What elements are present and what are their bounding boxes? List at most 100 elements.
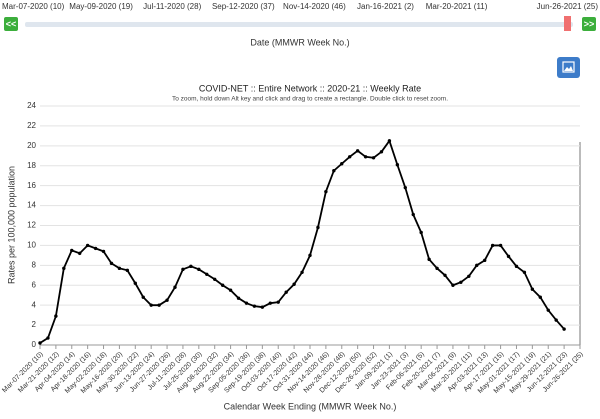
y-tick-label: 4 <box>32 300 37 309</box>
data-point <box>125 268 130 273</box>
data-point <box>538 295 542 299</box>
data-point <box>276 300 280 304</box>
prev-button-label[interactable]: << <box>6 19 17 29</box>
slider-label: May-09-2020 (19) <box>69 2 133 11</box>
data-point <box>427 257 431 262</box>
data-point <box>403 185 407 190</box>
y-tick-label: 8 <box>32 260 37 269</box>
y-tick-label: 10 <box>27 241 36 250</box>
data-point <box>371 156 376 160</box>
slider-label: Jun-26-2021 (25) <box>537 2 599 11</box>
image-button[interactable] <box>557 57 580 78</box>
data-point <box>93 246 98 251</box>
data-point <box>101 249 106 254</box>
data-point <box>46 336 50 340</box>
slider-label: Sep-12-2020 (37) <box>212 2 275 11</box>
data-point <box>332 169 336 173</box>
data-point <box>292 282 296 286</box>
y-tick-label: 18 <box>27 161 36 170</box>
y-tick-label: 12 <box>27 221 36 230</box>
data-point <box>355 149 360 153</box>
data-point <box>395 163 400 167</box>
data-point <box>459 280 463 284</box>
slider-label: Nov-14-2020 (46) <box>283 2 346 11</box>
data-point <box>181 267 185 272</box>
data-point <box>220 283 225 287</box>
data-point <box>165 298 169 302</box>
data-point <box>213 277 217 281</box>
x-axis-title: Calendar Week Ending (MMWR Week No.) <box>224 401 397 411</box>
data-point <box>54 314 58 318</box>
image-icon-mountain[interactable] <box>564 66 573 71</box>
data-point <box>363 155 368 159</box>
data-point <box>475 263 479 268</box>
data-point <box>244 301 249 305</box>
data-point <box>411 212 415 217</box>
data-point <box>189 264 193 269</box>
data-point <box>300 270 304 275</box>
slider-label: Mar-20-2021 (11) <box>426 2 488 11</box>
data-point <box>562 327 566 331</box>
data-point <box>157 303 161 307</box>
next-button-label[interactable]: >> <box>584 19 595 29</box>
data-point <box>443 273 447 277</box>
data-point <box>379 150 384 154</box>
data-point <box>348 155 352 159</box>
data-point <box>498 243 503 248</box>
data-point <box>38 341 42 345</box>
data-point <box>308 253 312 258</box>
data-point <box>435 266 439 271</box>
slider-label: Jul-11-2020 (28) <box>143 2 201 11</box>
data-point <box>236 296 241 300</box>
slider-track[interactable] <box>25 22 573 27</box>
slider-label: Jan-16-2021 (2) <box>357 2 414 11</box>
data-point <box>419 230 423 235</box>
data-point <box>483 258 487 263</box>
data-point <box>62 266 66 271</box>
y-tick-label: 2 <box>32 320 37 329</box>
data-point <box>70 248 74 253</box>
data-point <box>522 270 527 275</box>
data-point <box>252 304 257 308</box>
data-point <box>78 251 82 256</box>
image-icon[interactable] <box>562 61 575 73</box>
data-point <box>173 285 177 289</box>
data-point <box>340 162 344 166</box>
y-tick-label: 6 <box>32 280 37 289</box>
data-point <box>514 264 519 269</box>
data-point <box>133 281 137 285</box>
y-axis-title: Rates per 100,000 population <box>6 166 16 284</box>
data-point <box>268 301 272 305</box>
data-point <box>530 287 535 291</box>
data-point <box>205 272 209 276</box>
slider-handle[interactable] <box>564 16 571 31</box>
next-button[interactable] <box>582 17 596 31</box>
data-point <box>284 290 288 294</box>
data-point <box>260 305 265 309</box>
data-point <box>324 189 328 194</box>
y-tick-label: 22 <box>27 121 36 130</box>
data-point <box>117 266 122 271</box>
data-point <box>387 139 392 143</box>
y-tick-label: 24 <box>27 101 36 110</box>
y-tick-label: 0 <box>32 340 37 349</box>
prev-button[interactable] <box>4 17 18 31</box>
data-point <box>197 267 201 272</box>
data-point <box>451 283 455 287</box>
y-tick-label: 14 <box>27 201 36 210</box>
data-point <box>316 225 320 230</box>
data-point <box>490 243 495 248</box>
data-point <box>149 303 153 307</box>
data-point <box>546 308 550 312</box>
chart-title: COVID-NET :: Entire Network :: 2020-21 :… <box>199 83 421 93</box>
data-point <box>141 295 145 299</box>
data-point <box>467 274 471 278</box>
data-point <box>554 318 558 322</box>
chart-subtitle: To zoom, hold down Alt key and click and… <box>172 96 448 103</box>
data-point <box>506 254 511 259</box>
slider-label: Mar-07-2020 (10) <box>2 2 65 11</box>
slider-title: Date (MMWR Week No.) <box>250 37 349 47</box>
